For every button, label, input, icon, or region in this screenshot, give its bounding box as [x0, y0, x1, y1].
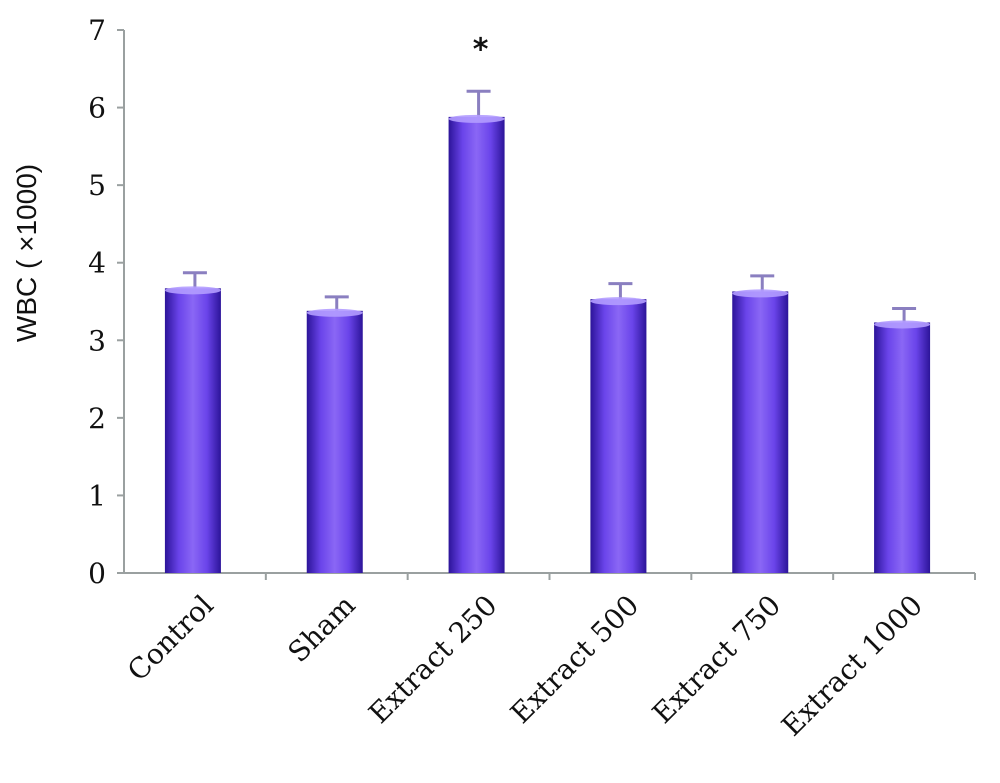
bar: [874, 322, 931, 573]
y-axis-title: WBC ( ×1000): [11, 164, 42, 342]
x-category-label: Sham: [281, 589, 361, 669]
bar: [732, 291, 789, 573]
bar-top-highlight: [164, 286, 221, 295]
x-category-label: Extract 750: [646, 589, 787, 730]
y-tick-label: 1: [88, 479, 106, 512]
bar: [448, 116, 505, 573]
x-category-label: Control: [121, 589, 220, 688]
x-category-label: Extract 250: [362, 589, 503, 730]
significance-marker: *: [473, 32, 489, 67]
y-tick-label: 2: [88, 402, 106, 435]
bar: [164, 288, 221, 573]
bar-top-highlight: [732, 289, 789, 298]
y-tick-label: 7: [88, 14, 106, 47]
axes: [117, 29, 976, 580]
y-tick-label: 4: [88, 247, 106, 280]
bar: [306, 310, 363, 573]
x-category-label: Extract 1000: [775, 589, 929, 743]
x-category-label: Extract 500: [504, 589, 645, 730]
bar-top-highlight: [590, 297, 647, 306]
bar: [590, 299, 647, 573]
bars: [164, 89, 931, 573]
y-tick-label: 5: [88, 169, 106, 202]
bar-top-highlight: [448, 114, 505, 123]
bar-top-highlight: [306, 308, 363, 317]
y-tick-label: 3: [88, 324, 106, 357]
y-tick-label: 6: [88, 92, 106, 125]
y-tick-label: 0: [88, 557, 106, 590]
bar-top-highlight: [874, 320, 931, 329]
